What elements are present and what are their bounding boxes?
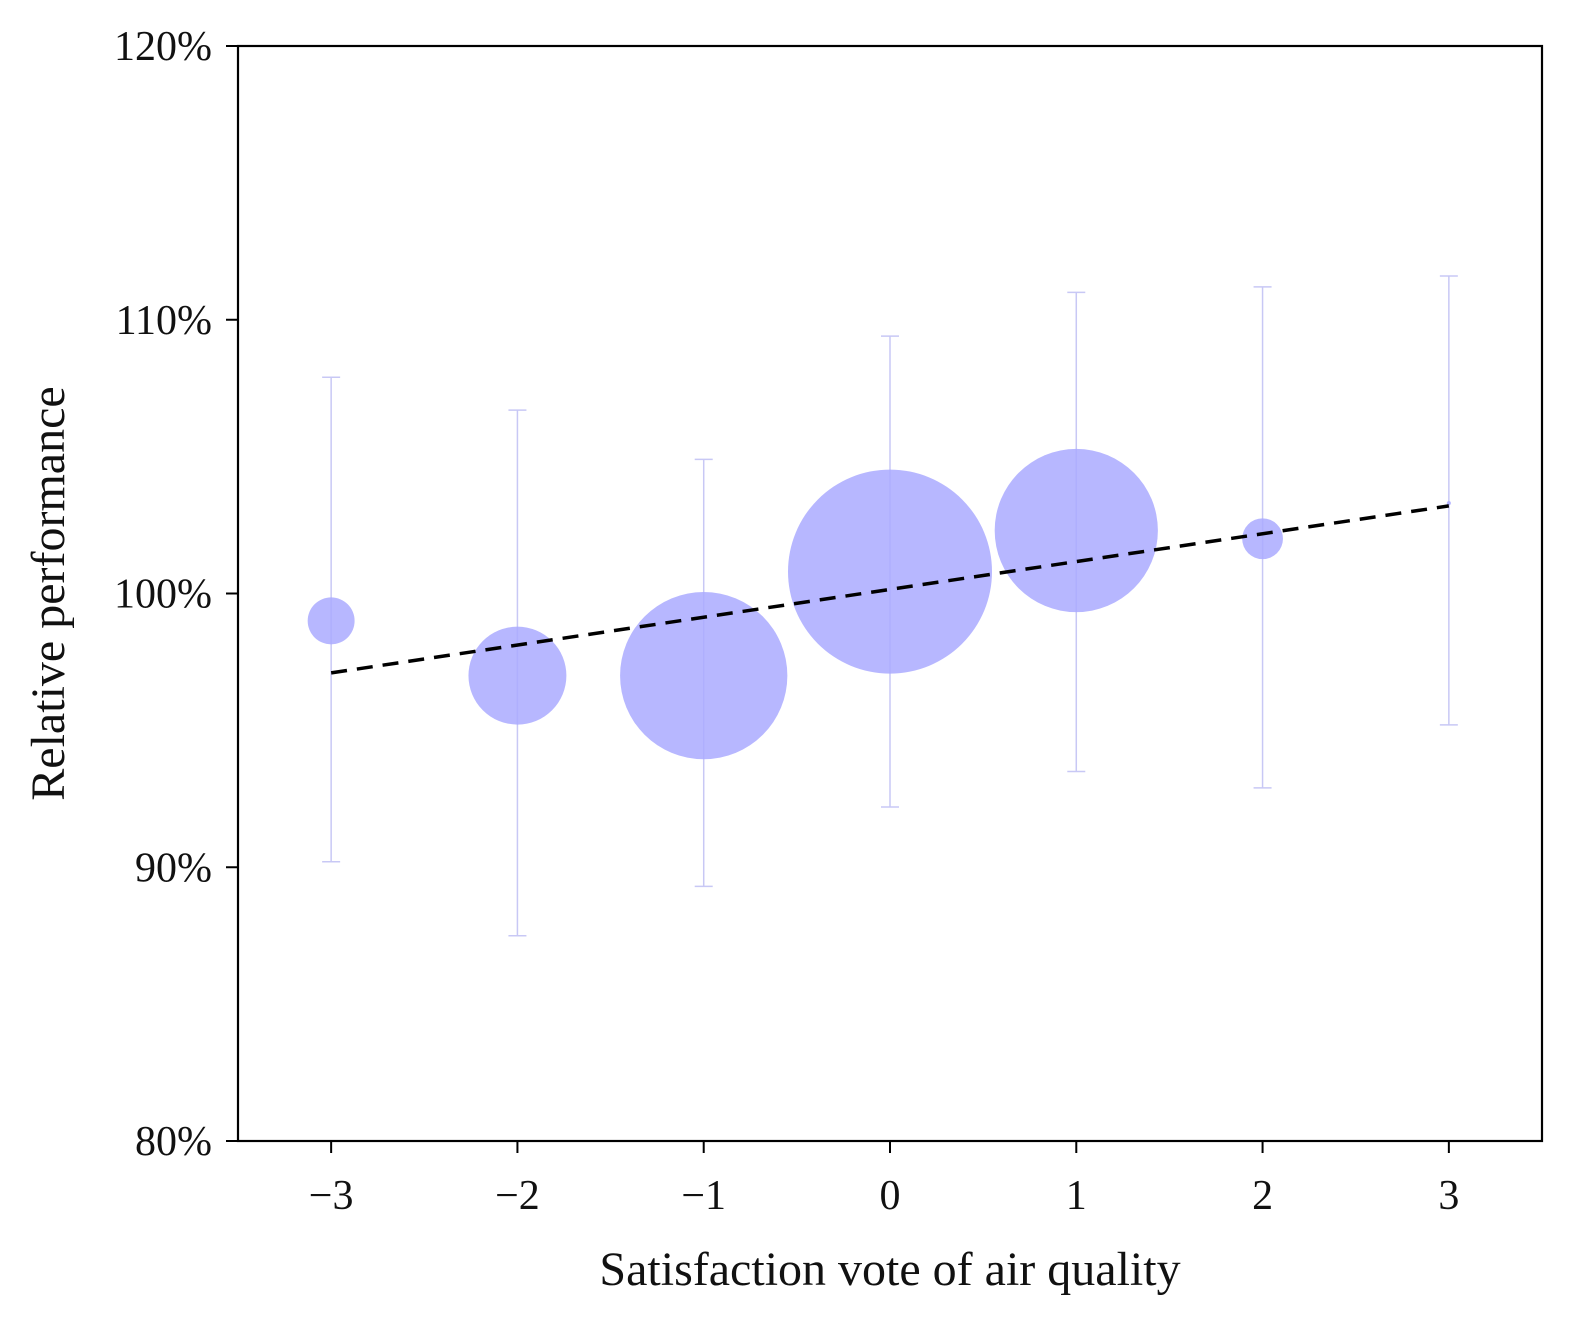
- bubble-1: [468, 626, 567, 725]
- x-tick-label-3: 0: [880, 1173, 901, 1219]
- bubble-0: [307, 597, 355, 645]
- x-axis-title: Satisfaction vote of air quality: [599, 1243, 1180, 1296]
- x-tick-label-6: 3: [1438, 1173, 1459, 1219]
- bubble-6: [1446, 501, 1451, 506]
- bubble-5: [1242, 518, 1283, 560]
- x-tick-label-1: −2: [495, 1173, 540, 1219]
- fit-line-group: [330, 504, 1450, 675]
- x-tick-label-0: −3: [309, 1173, 354, 1219]
- y-tick-label-4: 120%: [114, 24, 212, 70]
- bubble-group: [307, 448, 1451, 760]
- bubble-2: [620, 591, 788, 760]
- x-tick-label-4: 1: [1066, 1173, 1087, 1219]
- x-tick-label-5: 2: [1252, 1173, 1273, 1219]
- ticks-group: −3 −2 −1 0 1 2 3 80% 90% 100% 110% 120%: [114, 24, 1459, 1219]
- y-tick-label-2: 100%: [114, 572, 212, 618]
- linear-fit-line: [330, 504, 1450, 675]
- x-tick-label-2: −1: [681, 1173, 726, 1219]
- bubble-4: [994, 448, 1158, 613]
- y-tick-label-1: 90%: [135, 845, 212, 891]
- y-axis-title: Relative performance: [22, 386, 75, 800]
- y-tick-label-0: 80%: [135, 1119, 212, 1165]
- y-tick-label-3: 110%: [116, 298, 212, 344]
- bubble-3: [788, 469, 992, 674]
